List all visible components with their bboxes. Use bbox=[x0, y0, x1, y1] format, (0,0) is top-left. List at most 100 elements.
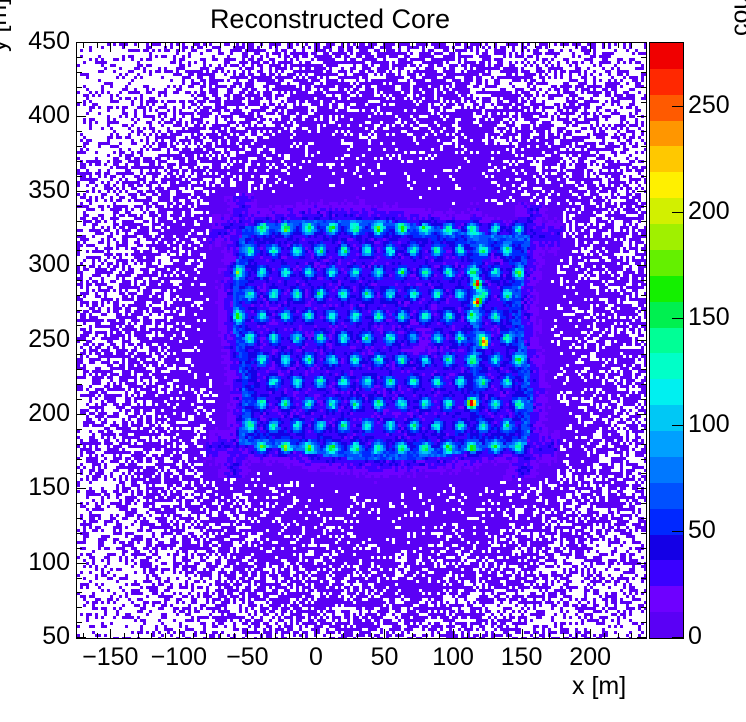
y-axis-tick bbox=[77, 637, 86, 638]
x-axis-minor-tick-top bbox=[261, 43, 263, 48]
y-axis-minor-tick-right bbox=[641, 503, 646, 505]
colorbar-tick-label: 150 bbox=[688, 303, 730, 332]
x-axis-tick-label: −100 bbox=[150, 643, 207, 671]
y-axis-minor-tick bbox=[77, 443, 82, 445]
x-axis-tick bbox=[453, 629, 455, 638]
y-axis-minor-tick bbox=[77, 205, 82, 207]
x-axis-minor-tick bbox=[425, 633, 427, 638]
y-axis-tick-right bbox=[637, 42, 646, 43]
y-axis-tick-right bbox=[637, 265, 646, 267]
x-axis-minor-tick bbox=[123, 633, 125, 638]
y-axis-minor-tick bbox=[77, 592, 82, 594]
x-axis-minor-tick-top bbox=[466, 43, 468, 48]
x-axis-tick-label: 200 bbox=[569, 643, 612, 671]
x-axis-minor-tick-top bbox=[507, 43, 509, 48]
x-axis-tick-top bbox=[453, 43, 455, 52]
y-axis-minor-tick-right bbox=[641, 131, 646, 133]
y-axis-minor-tick-right bbox=[641, 161, 646, 162]
y-axis-minor-tick-right bbox=[641, 220, 646, 222]
y-axis-minor-tick-right bbox=[641, 146, 646, 148]
y-axis-minor-tick-right bbox=[641, 71, 646, 73]
y-axis-tick-right bbox=[637, 413, 646, 415]
x-axis-minor-tick bbox=[192, 633, 194, 638]
x-axis-minor-tick-top bbox=[329, 43, 331, 48]
x-axis-minor-tick-top bbox=[617, 43, 619, 48]
y-axis-minor-tick-right bbox=[641, 56, 646, 58]
x-axis-minor-tick bbox=[151, 633, 153, 638]
x-axis-minor-tick-top bbox=[151, 43, 153, 48]
colorbar-title: count bbox=[726, 0, 746, 36]
y-axis-tick-label: 400 bbox=[28, 101, 70, 130]
x-axis-minor-tick bbox=[274, 633, 276, 638]
x-axis-tick-top bbox=[110, 43, 112, 52]
y-axis-tick-right bbox=[637, 562, 646, 564]
y-axis-minor-tick-right bbox=[641, 294, 646, 296]
x-axis-minor-tick bbox=[439, 633, 441, 638]
colorbar-tick-label: 100 bbox=[688, 409, 730, 438]
x-axis-tick bbox=[247, 629, 249, 638]
x-axis-minor-tick bbox=[370, 633, 372, 638]
x-axis-tick-top bbox=[590, 43, 592, 52]
y-axis-minor-tick-right bbox=[641, 428, 646, 430]
y-axis-minor-tick bbox=[77, 309, 82, 311]
y-axis-tick bbox=[77, 339, 86, 341]
x-axis-tick-top bbox=[247, 43, 249, 52]
x-axis-tick-label: −50 bbox=[226, 643, 269, 671]
y-axis-tick-right bbox=[637, 488, 646, 490]
y-axis-minor-tick-right bbox=[641, 443, 646, 445]
y-axis-tick-label: 250 bbox=[28, 324, 70, 353]
x-axis-tick bbox=[521, 629, 523, 638]
x-axis-minor-tick bbox=[494, 633, 496, 638]
x-axis-minor-tick-top bbox=[288, 43, 290, 48]
y-axis-minor-tick bbox=[77, 101, 82, 103]
y-axis-tick-label: 450 bbox=[28, 27, 70, 55]
x-axis-title: x [m] bbox=[572, 672, 627, 700]
x-axis-minor-tick bbox=[165, 633, 167, 638]
y-axis-minor-tick bbox=[77, 235, 82, 237]
y-axis-minor-tick bbox=[77, 56, 82, 58]
y-axis-minor-tick bbox=[77, 518, 82, 519]
colorbar-tick bbox=[672, 637, 684, 638]
y-axis-minor-tick bbox=[77, 473, 82, 475]
x-axis-tick-top bbox=[178, 43, 180, 52]
colorbar-gradient bbox=[650, 43, 683, 638]
x-axis-minor-tick-top bbox=[165, 43, 167, 48]
y-axis-minor-tick-right bbox=[641, 369, 646, 371]
y-axis-minor-tick bbox=[77, 428, 82, 430]
y-axis-minor-tick bbox=[77, 622, 82, 624]
y-axis-minor-tick bbox=[77, 71, 82, 73]
x-axis-minor-tick-top bbox=[192, 43, 194, 48]
x-axis-tick bbox=[384, 629, 386, 638]
x-axis-minor-tick bbox=[343, 633, 345, 638]
y-axis-tick-right bbox=[637, 190, 646, 192]
y-axis-tick-label: 100 bbox=[28, 547, 70, 576]
x-axis-tick-top bbox=[384, 43, 386, 52]
x-axis-tick-label: 0 bbox=[308, 643, 323, 671]
x-axis-minor-tick-top bbox=[398, 43, 400, 48]
y-axis-minor-tick-right bbox=[641, 518, 646, 519]
y-axis-minor-tick bbox=[77, 280, 82, 281]
y-axis-minor-tick-right bbox=[641, 235, 646, 237]
x-axis-minor-tick bbox=[603, 633, 605, 638]
x-axis-minor-tick bbox=[302, 633, 304, 638]
y-axis-tick-label: 200 bbox=[28, 398, 70, 427]
y-axis-tick bbox=[77, 116, 86, 118]
y-axis-minor-tick bbox=[77, 458, 82, 460]
x-axis-minor-tick bbox=[82, 633, 84, 638]
x-axis-minor-tick-top bbox=[343, 43, 345, 48]
x-axis-minor-tick bbox=[411, 633, 413, 638]
y-axis-minor-tick-right bbox=[641, 577, 646, 579]
x-axis-minor-tick bbox=[398, 633, 400, 638]
colorbar-tick-label: 200 bbox=[688, 197, 730, 225]
y-axis-tick bbox=[77, 190, 86, 192]
x-axis-minor-tick bbox=[562, 633, 564, 638]
y-axis-minor-tick-right bbox=[641, 458, 646, 460]
y-axis-minor-tick-right bbox=[641, 384, 646, 386]
x-axis-tick-label: 50 bbox=[370, 643, 399, 671]
y-axis-minor-tick-right bbox=[641, 607, 646, 609]
x-axis-minor-tick bbox=[137, 633, 139, 638]
x-axis-minor-tick-top bbox=[219, 43, 221, 48]
x-axis-minor-tick-top bbox=[233, 43, 235, 48]
y-axis-minor-tick bbox=[77, 503, 82, 505]
